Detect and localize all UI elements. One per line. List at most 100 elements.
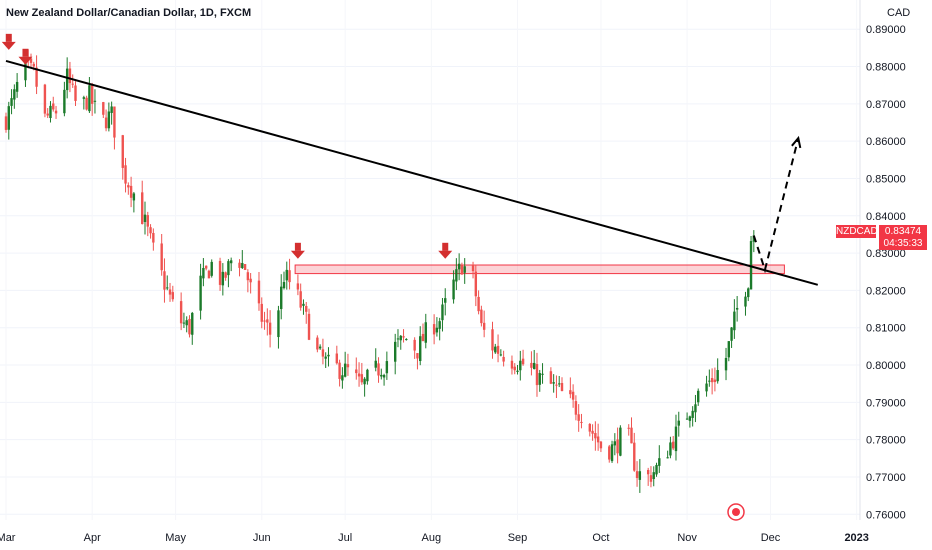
candle-body [127,185,130,188]
candle-body [705,383,708,392]
candle-body [710,378,714,383]
candle-body [93,100,97,102]
y-tick-label: 0.84000 [866,211,906,223]
candle-body [613,441,617,446]
candle-body [32,63,35,67]
x-tick-label: Mar [0,532,16,544]
candle-body [204,265,208,269]
x-tick-label: Nov [677,532,697,544]
candle-body [238,262,241,268]
candle-body [491,329,494,351]
candle-body [452,279,455,300]
candle-body [558,383,561,385]
down-arrow-head [1,41,16,50]
candle-body [207,270,211,279]
candle-body [588,423,591,432]
candle-body [171,292,174,300]
candle-body [560,383,564,392]
candle-body [146,215,149,227]
y-tick-label: 0.87000 [866,99,906,111]
candle-body [577,414,580,421]
candle-body [441,304,444,321]
projection-arrowhead [791,135,802,149]
support-resistance-zone [294,264,785,275]
candle-body [482,322,486,330]
candle-body [13,89,16,100]
candle-body [132,193,136,201]
candle-body [357,373,361,377]
y-tick-label: 0.85000 [866,173,906,185]
candle-body [280,286,283,310]
candle-body [724,357,728,371]
candle-body [218,260,222,285]
candle-body [243,264,247,270]
down-arrow-head [438,250,453,259]
candle-body [318,346,322,349]
chart-title: New Zealand Dollar/Canadian Dollar, 1D, … [6,7,252,19]
candle-body [396,338,400,340]
candle-body [533,362,536,370]
candle-body [471,264,475,272]
candle-body [530,362,533,368]
candle-body [327,354,330,357]
candle-body [285,269,288,281]
candle-body [672,441,675,449]
candle-body [619,427,622,456]
candle-body [555,384,558,386]
candle-body [202,267,205,279]
candle-body [199,275,202,311]
candle-body [496,345,500,354]
candle-body [385,361,389,374]
projection-path [752,135,802,274]
candle-body [382,374,386,378]
candle-body [571,391,575,400]
candle-body [457,263,461,270]
candle-body [257,280,261,304]
event-icon[interactable] [727,503,745,521]
candle-body [744,296,747,307]
x-tick-label: Aug [422,532,442,544]
candle-body [104,117,108,129]
candle-body [380,374,383,377]
candle-body [82,97,86,99]
candle-body [438,321,441,329]
candle-body [149,227,152,234]
candle-body [341,375,344,381]
candle-body [163,271,166,290]
x-tick-label: Oct [592,532,609,544]
candle-body [141,192,144,225]
candle-body [519,360,522,371]
candle-body [569,390,572,395]
candle-body [52,103,55,110]
candle-body [129,185,133,198]
y-tick-label: 0.77000 [866,472,906,484]
candle-body [110,106,113,113]
candle-body [29,58,33,63]
y-tick-label: 0.76000 [866,509,906,521]
candle-body [610,444,614,462]
down-arrow-head [18,56,33,65]
candle-body [113,106,116,138]
y-tick-label: 0.80000 [866,360,906,372]
candle-body [460,265,464,275]
candle-body [74,85,77,101]
candle-body [366,369,369,382]
candle-body [10,98,13,106]
candle-body [521,358,525,365]
candle-body [268,322,272,335]
candle-body [646,469,650,475]
candle-body [635,471,639,478]
candle-body [54,110,58,114]
candle-body [377,363,380,376]
candle-body [179,301,183,324]
candle-body [35,67,38,87]
countdown-badge: 04:35:33 [879,238,927,250]
downtrend-line [5,59,819,286]
candle-body [355,369,358,374]
x-tick-label: Jul [338,532,352,544]
down-arrow-shaft [5,33,12,42]
candle-body [160,243,163,271]
candle-body [46,113,49,116]
candle-body [143,214,147,223]
